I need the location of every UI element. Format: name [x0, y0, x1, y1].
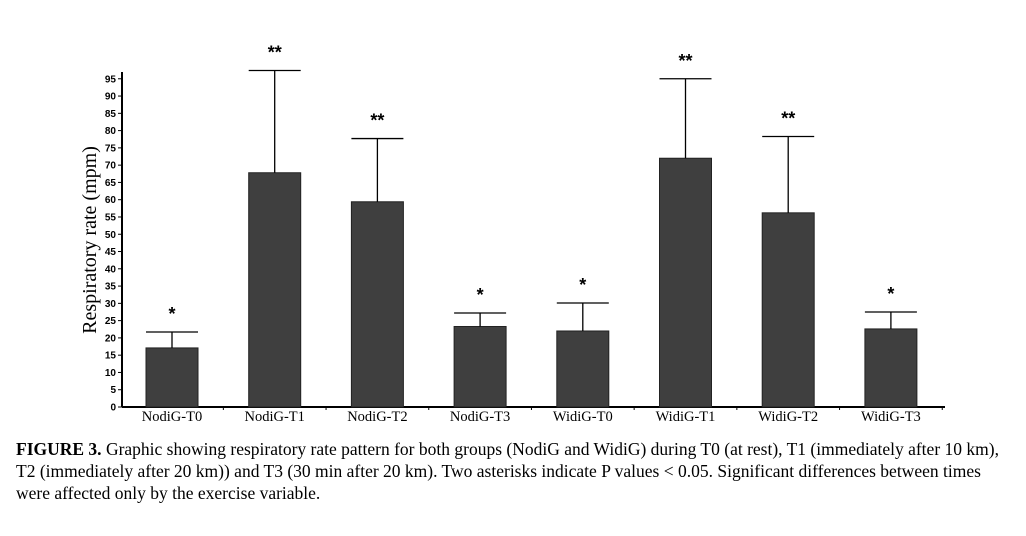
- bar: [761, 212, 815, 408]
- significance-marker: *: [887, 284, 894, 304]
- y-tick-label: 70: [105, 161, 117, 172]
- significance-marker: **: [781, 108, 795, 128]
- y-tick-label: 65: [105, 178, 117, 189]
- y-tick-label: 0: [110, 403, 116, 414]
- y-tick-label: 40: [105, 264, 117, 275]
- y-tick-label: 20: [105, 333, 117, 344]
- y-tick-label: 80: [105, 126, 117, 137]
- bar: [248, 172, 302, 408]
- significance-marker: **: [678, 51, 692, 71]
- bar: [659, 157, 712, 408]
- y-tick-label: 10: [105, 368, 117, 379]
- y-tick-label: 5: [110, 385, 116, 396]
- bar: [350, 201, 404, 408]
- x-tick-label: WidiG-T3: [861, 409, 921, 425]
- x-tick-label: WidiG-T0: [553, 409, 613, 425]
- y-tick-label: 85: [105, 109, 117, 120]
- caption-label: FIGURE 3.: [16, 439, 102, 459]
- bar: [864, 328, 918, 408]
- y-tick-label: 45: [105, 247, 117, 258]
- y-tick-label: 60: [105, 195, 117, 206]
- x-tick-label: WidiG-T2: [758, 409, 818, 425]
- x-tick-label: NodiG-T0: [142, 409, 202, 425]
- significance-marker: **: [370, 111, 384, 131]
- x-tick-label: NodiG-T3: [450, 409, 510, 425]
- y-tick-label: 25: [105, 316, 117, 327]
- x-tick-label: NodiG-T1: [244, 409, 304, 425]
- y-axis-label: Respiratory rate (mpm): [79, 146, 101, 334]
- y-tick-label: 55: [105, 212, 117, 223]
- y-tick-label: 30: [105, 299, 117, 310]
- significance-marker: *: [168, 304, 175, 324]
- bar: [453, 325, 507, 408]
- bar: [145, 347, 199, 408]
- y-tick-label: 90: [105, 92, 117, 103]
- figure-caption: FIGURE 3. Graphic showing respiratory ra…: [16, 438, 1016, 504]
- y-axis: 0 5 10 15 20 25 30 35 40 45 50 55 60 65 70 75 80 85 90 95: [105, 72, 945, 414]
- x-tick-label: NodiG-T2: [347, 409, 407, 425]
- x-tick-label: WidiG-T1: [656, 409, 716, 425]
- significance-marker: *: [477, 285, 484, 305]
- significance-marker: *: [579, 275, 586, 295]
- bar-chart: 0 5 10 15 20 25 30 35 40 45 50 55 60 65 70 75 80 85 90 95 *…: [79, 42, 945, 425]
- y-tick-label: 35: [105, 282, 117, 293]
- significance-marker: **: [268, 42, 282, 62]
- caption-text: Graphic showing respiratory rate pattern…: [16, 439, 999, 503]
- y-tick-label: 75: [105, 143, 117, 154]
- y-tick-label: 15: [105, 351, 117, 362]
- bars: * NodiG-T0 ** NodiG-T1 ** NodiG-T2 * NodiG-T3 * W…: [142, 42, 943, 425]
- bar: [556, 330, 610, 408]
- y-tick-label: 95: [105, 74, 117, 85]
- y-tick-label: 50: [105, 230, 117, 241]
